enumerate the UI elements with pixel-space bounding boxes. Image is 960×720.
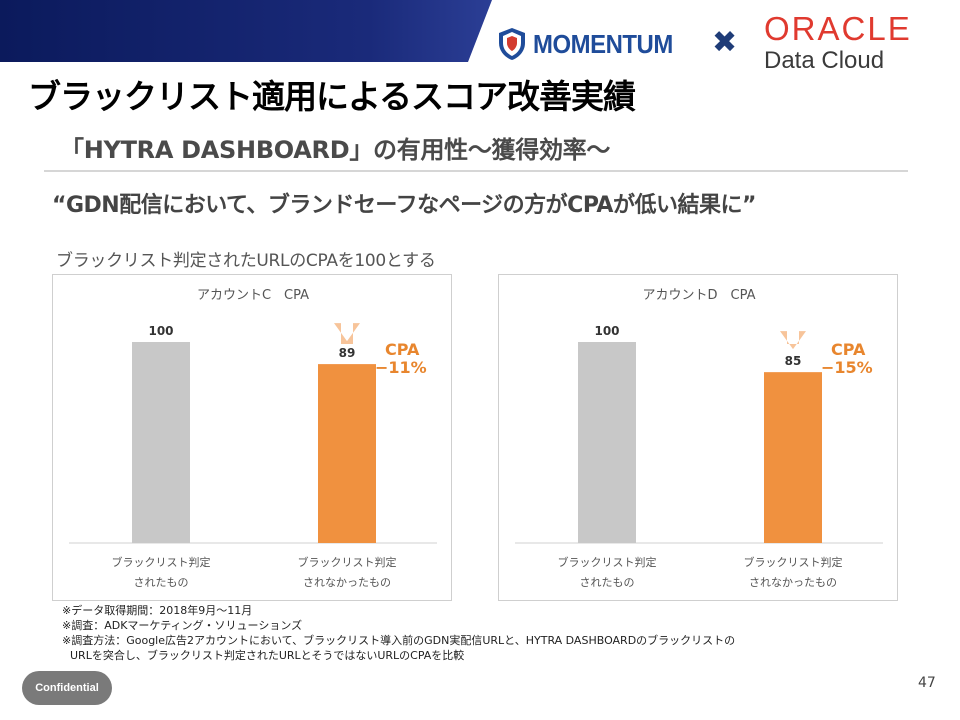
oracle-data-cloud: Data Cloud — [764, 47, 885, 74]
chart-panel-account-c: アカウントC CPA 100 ブラックリスト判定 されたもの 89 ブラックリスト判定 され… — [52, 274, 452, 601]
page-number: 47 — [918, 675, 936, 691]
page-title: ブラックリスト適用によるスコア改善実績 — [28, 77, 636, 116]
chart-title: アカウントC CPA — [197, 288, 309, 303]
oracle-logo: ORACLE Data Cloud — [764, 12, 912, 73]
category-label: ブラックリスト判定 — [298, 555, 397, 569]
headline-quote: “GDN配信において、ブランドセーフなページの方がCPAが低い結果に” — [52, 193, 756, 218]
footnote-method: ※調査方法：Google広告2アカウントにおいて、ブラックリスト導入前のGDN実… — [62, 634, 736, 647]
data-label: 100 — [148, 324, 173, 338]
chart-note: ブラックリスト判定されたURLのCPAを100とする — [56, 251, 436, 271]
section-subtitle: 「HYTRA DASHBOARD」の有用性〜獲得効率〜 — [60, 136, 611, 164]
category-label: ブラックリスト判定 — [558, 555, 657, 569]
annotation-value: −11% — [375, 358, 427, 377]
footnote-method-cont: URLを突合し、ブラックリスト判定されたURLとそうではないURLのCPAを比較 — [70, 649, 465, 662]
oracle-wordmark: ORACLE — [764, 10, 912, 47]
data-label: 85 — [785, 354, 802, 368]
bar — [132, 342, 190, 543]
chart-title: アカウントD CPA — [643, 288, 756, 303]
confidential-badge: Confidential — [22, 671, 112, 705]
shield-icon — [499, 28, 525, 60]
bar — [578, 342, 636, 543]
down-arrow-icon — [780, 331, 806, 350]
category-label: されたもの — [134, 576, 189, 589]
category-label: ブラックリスト判定 — [744, 555, 843, 569]
footnote-source: ※調査：ADKマーケティング・ソリューションズ — [62, 619, 303, 632]
category-label: ブラックリスト判定 — [112, 555, 211, 569]
footnotes: ※データ取得期間：2018年9月〜11月 ※調査：ADKマーケティング・ソリュー… — [62, 603, 735, 663]
momentum-name: MOMENTUM — [533, 28, 673, 59]
category-label: されたもの — [580, 576, 635, 589]
annotation-label: CPA — [831, 340, 866, 359]
chart-panel-account-d: アカウントD CPA 100 ブラックリスト判定 されたもの 85 ブラックリスト判定 され… — [498, 274, 898, 601]
category-label: されなかったもの — [749, 576, 837, 589]
divider — [44, 170, 908, 172]
annotation-label: CPA — [385, 340, 420, 359]
data-label: 100 — [594, 324, 619, 338]
bar — [764, 372, 822, 543]
bar — [318, 364, 376, 543]
header-band — [0, 0, 960, 62]
annotation-value: −15% — [821, 358, 873, 377]
down-arrow-icon — [334, 323, 360, 344]
footnote-period: ※データ取得期間：2018年9月〜11月 — [62, 604, 253, 617]
momentum-logo: MOMENTUM — [497, 27, 685, 61]
chart-account-d: アカウントD CPA100ブラックリスト判定されたもの85ブラックリスト判定され… — [515, 288, 883, 589]
data-label: 89 — [339, 346, 356, 360]
category-label: されなかったもの — [303, 576, 391, 589]
chart-account-c: アカウントC CPA100ブラックリスト判定されたもの89ブラックリスト判定され… — [69, 288, 437, 589]
times-icon: ✖ — [712, 25, 738, 60]
